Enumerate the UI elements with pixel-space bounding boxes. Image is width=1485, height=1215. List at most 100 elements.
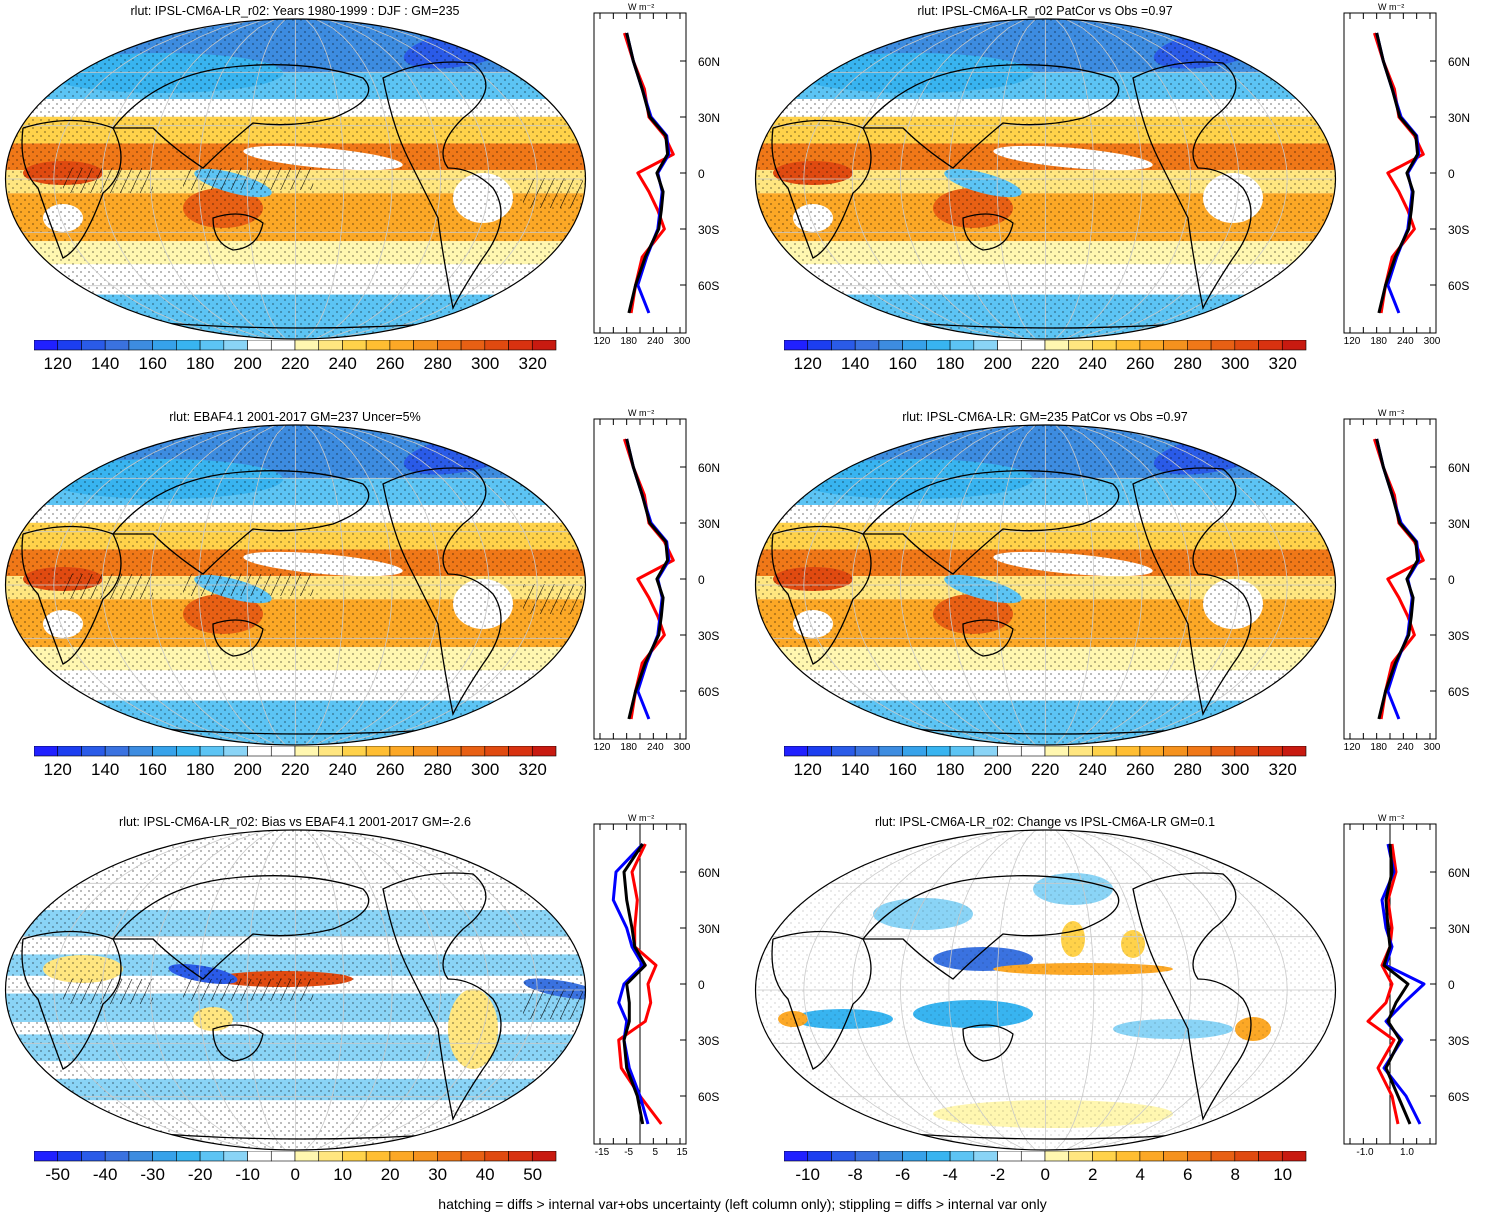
world-map <box>754 829 1337 1151</box>
colorbar-tick-label: 120 <box>43 760 72 779</box>
colorbar-segment <box>34 746 59 757</box>
colorbar-tick-label: 30 <box>428 1165 448 1184</box>
colorbar-segment <box>902 1151 927 1162</box>
latitude-label: 30N <box>698 111 721 125</box>
zonal-mean-profile <box>593 823 687 1145</box>
colorbar-tick-label: 4 <box>1135 1165 1145 1184</box>
colorbar-tick-label: 280 <box>423 354 452 373</box>
profile-tick-label: 240 <box>1396 336 1414 347</box>
latitude-label: 0 <box>698 978 705 992</box>
colorbar-tick-label: -10 <box>795 1165 820 1184</box>
colorbar-tick-label: 240 <box>328 760 357 779</box>
colorbar-segment <box>270 340 296 351</box>
profile-tick-label: 120 <box>1343 742 1361 753</box>
map-field <box>755 425 1336 745</box>
zonal-profile-red-line <box>617 843 663 1125</box>
world-map <box>4 424 587 746</box>
colorbar-segment <box>223 340 248 351</box>
zonal-profile-blue-line <box>1375 438 1421 720</box>
colorbar <box>784 340 1307 351</box>
colorbar-segment <box>199 340 225 351</box>
colorbar-tick-label: -40 <box>92 1165 118 1184</box>
colorbar-tick-label: 320 <box>1268 354 1297 373</box>
map-field <box>5 19 586 339</box>
colorbar-segment <box>342 340 367 351</box>
colorbar-segment <box>437 1151 462 1162</box>
colorbar-segment <box>531 746 557 757</box>
map-title: rlut: IPSL-CM6A-LR_r02 PatCor vs Obs =0.… <box>917 4 1173 18</box>
colorbar-segment <box>223 1151 248 1162</box>
colorbar-tick-label: 200 <box>983 760 1012 779</box>
colorbar-segment <box>1139 340 1164 351</box>
colorbar-segment <box>152 746 177 757</box>
colorbar-tick-label: 180 <box>936 760 965 779</box>
colorbar-tick-label: 160 <box>888 354 917 373</box>
colorbar-segment <box>318 340 343 351</box>
colorbar-segment <box>1092 746 1117 757</box>
panel-p6: rlut: IPSL-CM6A-LR_r02: Change vs IPSL-C… <box>750 811 1485 1211</box>
colorbar-segment <box>508 746 533 757</box>
colorbar-segment <box>294 1151 320 1162</box>
colorbar-tick-label: 0 <box>1040 1165 1050 1184</box>
zonal-profile-black-line <box>1382 843 1412 1125</box>
latitude-label: 60S <box>698 685 720 699</box>
colorbar-segment <box>389 340 414 351</box>
latitude-label: 60S <box>1448 685 1470 699</box>
colorbar-segment <box>247 1151 272 1162</box>
colorbar-segment <box>1281 1151 1307 1162</box>
latitude-label: 30S <box>1448 1034 1470 1048</box>
colorbar-tick-label: 220 <box>281 354 310 373</box>
world-map <box>4 18 587 340</box>
latitude-label: 60N <box>1448 55 1471 69</box>
colorbar-tick-label: 140 <box>841 354 870 373</box>
colorbar-tick-label: 50 <box>523 1165 543 1184</box>
colorbar-tick-label: 320 <box>518 760 547 779</box>
colorbar-tick-label: 280 <box>1173 354 1202 373</box>
latitude-label: 0 <box>698 573 705 587</box>
colorbar-tick-label: 160 <box>138 760 167 779</box>
profile-tick-label: 120 <box>593 742 611 753</box>
colorbar-segment <box>270 1151 296 1162</box>
colorbar-segment <box>294 746 320 757</box>
zonal-profile-red-line <box>1372 438 1425 720</box>
colorbar-segment <box>926 1151 951 1162</box>
profile-unit-label: W m⁻² <box>628 408 655 418</box>
profile-tick-label: -5 <box>624 1147 634 1158</box>
colorbar-segment <box>104 1151 130 1162</box>
colorbar-segment <box>365 746 391 757</box>
colorbar-tick-label: 220 <box>1031 354 1060 373</box>
colorbar-segment <box>1234 1151 1259 1162</box>
colorbar-segment <box>294 340 320 351</box>
profile-unit-label: W m⁻² <box>1378 2 1405 12</box>
zonal-mean-profile <box>593 12 687 334</box>
latitude-label: 30S <box>698 223 720 237</box>
colorbar-segment <box>128 746 153 757</box>
colorbar-segment <box>57 340 82 351</box>
colorbar-segment <box>1115 1151 1141 1162</box>
colorbar-segment <box>508 340 533 351</box>
colorbar-tick-label: -50 <box>45 1165 70 1184</box>
colorbar-segment <box>784 340 809 351</box>
colorbar-tick-label: 300 <box>471 760 500 779</box>
colorbar-segment <box>997 340 1022 351</box>
colorbar-segment <box>342 1151 367 1162</box>
zonal-profile-blue-line <box>611 842 650 1125</box>
latitude-label: 60S <box>1448 1090 1470 1104</box>
colorbar-tick-label: 0 <box>290 1165 300 1184</box>
colorbar-tick-label: 220 <box>281 760 310 779</box>
colorbar-segment <box>784 746 809 757</box>
colorbar-segment <box>81 340 106 351</box>
colorbar-segment <box>807 1151 832 1162</box>
colorbar-segment <box>318 1151 343 1162</box>
world-map <box>4 829 587 1151</box>
colorbar-segment <box>104 340 130 351</box>
zonal-profile-red-line <box>622 32 675 314</box>
colorbar-tick-label: 40 <box>475 1165 495 1184</box>
latitude-label: 60S <box>1448 279 1470 293</box>
colorbar-segment <box>508 1151 533 1162</box>
colorbar-segment <box>365 1151 391 1162</box>
latitude-label: 60N <box>698 461 721 475</box>
colorbar-tick-label: 2 <box>1087 1165 1098 1184</box>
colorbar-segment <box>1258 746 1283 757</box>
panel-p5: rlut: IPSL-CM6A-LR_r02: Bias vs EBAF4.1 … <box>0 811 745 1211</box>
